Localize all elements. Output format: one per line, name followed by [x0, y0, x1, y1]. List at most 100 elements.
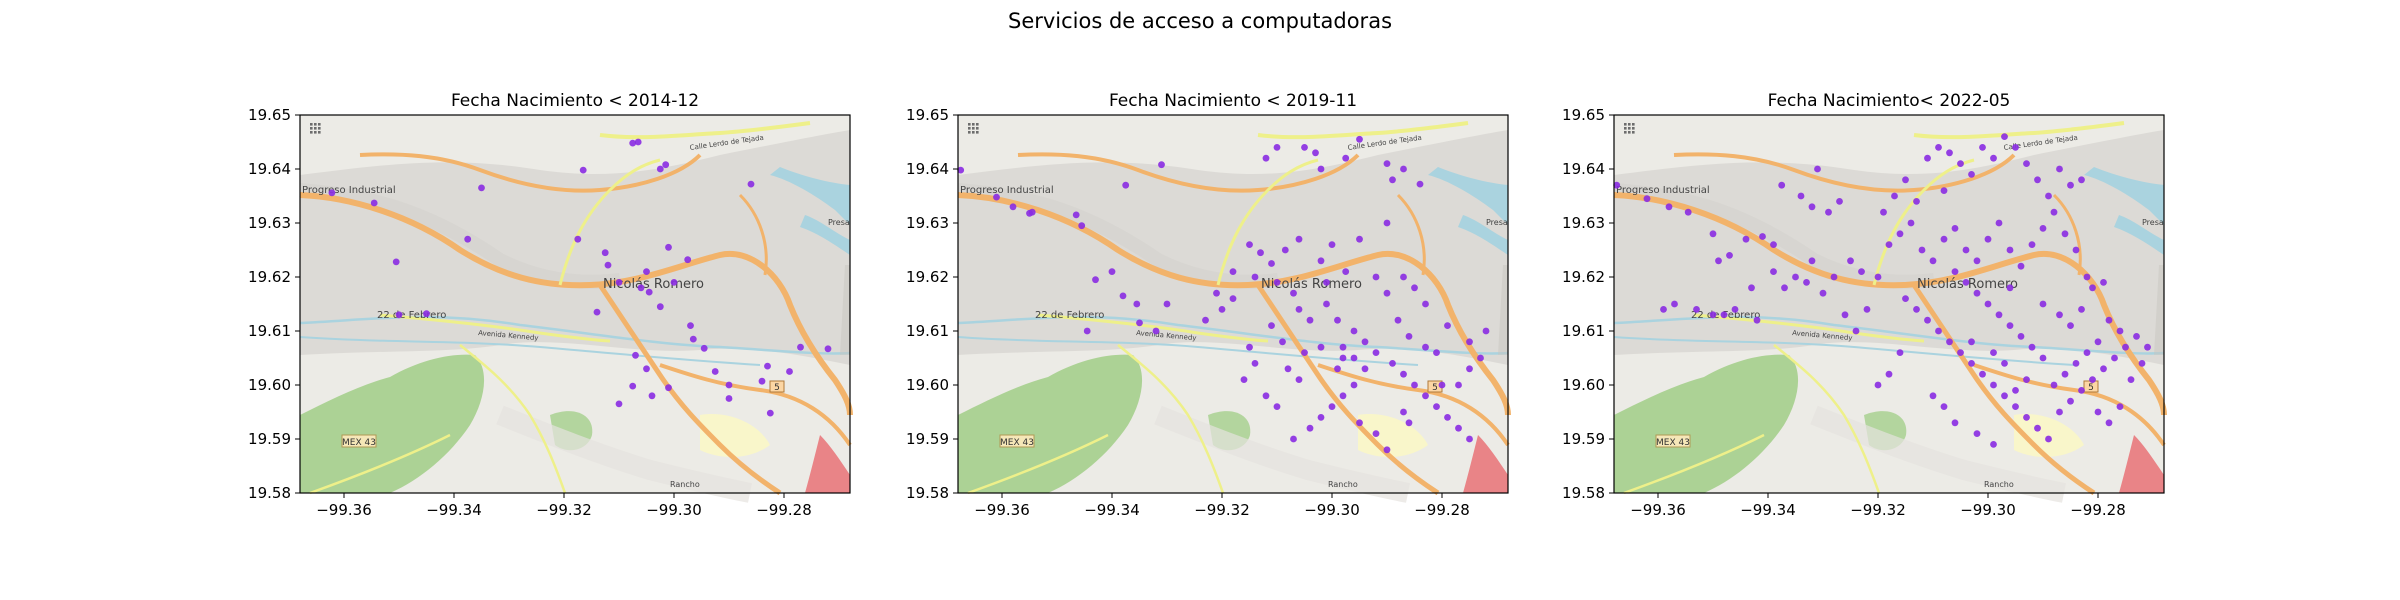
- map-label-route5-2: 5: [1432, 383, 1438, 393]
- scatter-point: [1709, 230, 1717, 238]
- scatter-point: [1433, 403, 1440, 410]
- scatter-point: [1984, 300, 1992, 308]
- scatter-point: [1770, 241, 1777, 249]
- scatter-point: [2001, 392, 2008, 400]
- scatter-point: [2017, 333, 2025, 340]
- scatter-point: [1819, 289, 1827, 297]
- scatter-point: [2078, 387, 2085, 394]
- map-label-highway-2: MEX 43: [1000, 438, 1034, 448]
- scatter-point: [758, 377, 766, 385]
- scatter-point: [1279, 338, 1286, 346]
- scatter-point: [1830, 273, 1838, 281]
- scatter-point: [1896, 230, 1904, 238]
- x-tick-label: −99.30: [1304, 501, 1360, 519]
- y-tick-label: 19.64: [906, 160, 949, 178]
- scatter-point: [1455, 424, 1462, 432]
- axes-3: Fecha Nacimiento< 2022-05 −99.36 −99.34 −99…: [1562, 91, 2165, 519]
- scatter-point: [1290, 289, 1297, 297]
- scatter-point: [1742, 235, 1750, 243]
- panel-title-1: Fecha Nacimiento < 2014-12: [451, 91, 699, 111]
- axes-frame: [957, 114, 1509, 494]
- map-label-industrial-2: Progreso Industrial: [960, 185, 1054, 196]
- scatter-point: [1422, 392, 1429, 400]
- scatter-point: [2067, 181, 2074, 189]
- scatter-point: [1455, 381, 1462, 389]
- scatter-point: [1684, 208, 1692, 216]
- x-tick-label: −99.30: [1960, 501, 2016, 519]
- scatter-point: [1083, 327, 1091, 335]
- scatter-point: [1108, 268, 1116, 275]
- scatter-point: [2067, 322, 2074, 329]
- basemap-3: [1614, 115, 2164, 493]
- scatter-point: [1251, 273, 1259, 281]
- x-tick-label: −99.36: [974, 501, 1030, 519]
- scatter-point: [764, 362, 771, 370]
- scatter-point: [601, 249, 609, 257]
- scatter-point: [1092, 276, 1099, 284]
- scatter-point: [1342, 268, 1350, 275]
- map-label-town-2: Nicolás Romero: [1261, 277, 1362, 292]
- scatter-point: [2045, 435, 2052, 443]
- scatter-point: [1753, 316, 1761, 324]
- scatter-point: [1334, 365, 1341, 373]
- scatter-point: [1808, 257, 1816, 265]
- scatter-point: [615, 400, 623, 408]
- scatter-point: [1466, 338, 1473, 346]
- scatter-point: [2138, 360, 2146, 367]
- scatter-point: [1951, 419, 1959, 427]
- scatter-point: [1968, 338, 1975, 346]
- scatter-point: [1268, 260, 1275, 267]
- scatter-point: [1372, 273, 1380, 281]
- scatter-point: [2023, 160, 2030, 168]
- scatter-point: [2078, 176, 2085, 184]
- scatter-point: [2083, 273, 2091, 281]
- scatter-point: [1990, 381, 1997, 389]
- scatter-point: [2105, 419, 2113, 427]
- map-label-industrial-3: Progreso Industrial: [1616, 185, 1710, 196]
- scatter-point: [1394, 316, 1402, 324]
- scatter-point: [1246, 343, 1253, 351]
- scatter-point: [2100, 279, 2107, 286]
- scatter-point: [1841, 311, 1849, 319]
- scatter-point: [786, 368, 793, 375]
- scatter-point: [629, 139, 637, 147]
- y-tick-label: 19.65: [1562, 106, 1605, 124]
- scatter-point: [1295, 235, 1303, 243]
- map-label-route5-3: 5: [2088, 383, 2094, 393]
- scatter-point: [1720, 311, 1728, 319]
- scatter-point: [1995, 311, 2003, 319]
- map-label-route5-1: 5: [774, 383, 780, 393]
- scatter-point: [643, 365, 650, 373]
- scatter-point: [1924, 316, 1931, 324]
- scatter-point: [1477, 354, 1484, 362]
- scatter-point: [1433, 349, 1440, 356]
- scatter-point: [1466, 435, 1473, 443]
- y-tick-label: 19.62: [1562, 268, 1605, 286]
- scatter-point: [1825, 208, 1832, 216]
- scatter-point: [665, 384, 672, 392]
- scatter-point: [1416, 180, 1424, 188]
- y-tick-label: 19.65: [248, 106, 291, 124]
- scatter-point: [1361, 338, 1369, 346]
- scatter-point: [1929, 392, 1937, 400]
- scatter-point: [2116, 403, 2124, 410]
- scatter-point: [1808, 203, 1816, 211]
- scatter-point: [1778, 181, 1786, 189]
- map-label-highway-3: MEX 43: [1656, 438, 1690, 448]
- y-tick-label: 19.63: [906, 214, 949, 232]
- scatter-point: [2034, 424, 2041, 432]
- axes-1: Fecha Nacimiento < 2014-12 −99.36 −99.34 −9…: [248, 91, 851, 519]
- scatter-point: [1770, 268, 1777, 275]
- y-tick-label: 19.59: [1562, 430, 1605, 448]
- scatter-point: [579, 166, 587, 174]
- scatter-point: [1383, 446, 1391, 454]
- map-panel-2: Nicolás Romero Progreso Industrial 22 de…: [906, 91, 1508, 519]
- x-tick-label: −99.28: [2070, 501, 2126, 519]
- scatter-point: [604, 261, 612, 269]
- scatter-point: [1295, 306, 1303, 313]
- scatter-point: [1918, 246, 1926, 254]
- scatter-point: [1995, 219, 2003, 227]
- scatter-point: [1968, 360, 1975, 367]
- scatter-point: [2061, 370, 2069, 378]
- scatter-point: [2072, 360, 2080, 367]
